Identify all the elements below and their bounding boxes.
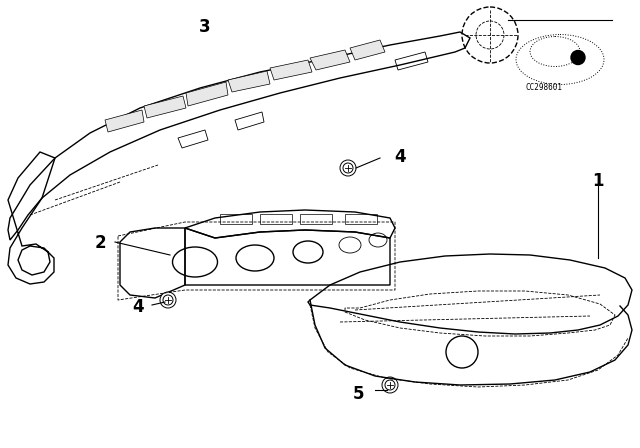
Polygon shape (350, 40, 385, 60)
Circle shape (160, 292, 176, 308)
Polygon shape (270, 60, 312, 80)
Text: 4: 4 (394, 148, 406, 166)
Circle shape (343, 163, 353, 173)
Polygon shape (186, 82, 228, 106)
Circle shape (163, 295, 173, 305)
Polygon shape (105, 110, 144, 132)
Circle shape (571, 51, 585, 65)
Polygon shape (144, 96, 186, 118)
Text: 5: 5 (352, 385, 364, 403)
Polygon shape (228, 71, 270, 92)
Polygon shape (310, 50, 350, 70)
Text: 4: 4 (132, 298, 144, 316)
Circle shape (340, 160, 356, 176)
Text: 2: 2 (94, 234, 106, 252)
Text: CC298601: CC298601 (525, 82, 562, 91)
Text: 3: 3 (199, 18, 211, 36)
Circle shape (385, 380, 395, 390)
Text: 1: 1 (592, 172, 604, 190)
Circle shape (382, 377, 398, 393)
